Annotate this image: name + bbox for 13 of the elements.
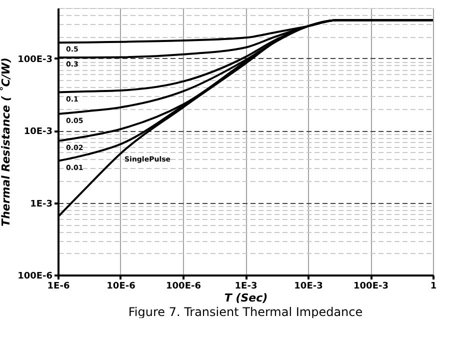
x-tick-label: 1 bbox=[430, 282, 437, 292]
x-tick-label: 1E-3 bbox=[234, 282, 258, 292]
x-tick-label: 10E-6 bbox=[106, 282, 136, 292]
y-tick-label: 100E-6 bbox=[18, 272, 52, 282]
x-tick-label: 10E-3 bbox=[294, 282, 323, 292]
x-tick-label: 1E-6 bbox=[47, 282, 70, 292]
y-tick-label: 10E-3 bbox=[24, 127, 52, 138]
y-axis-title: Thermal Resistance ( ˚C/W) bbox=[0, 58, 13, 226]
x-axis-title: T (Sec) bbox=[224, 292, 268, 304]
y-tick-label: 100E-3 bbox=[18, 54, 52, 65]
x-tick-label: 100E-6 bbox=[166, 282, 201, 292]
y-tick-label: 1E-3 bbox=[30, 199, 52, 210]
x-tick-label: 100E-3 bbox=[354, 282, 388, 292]
